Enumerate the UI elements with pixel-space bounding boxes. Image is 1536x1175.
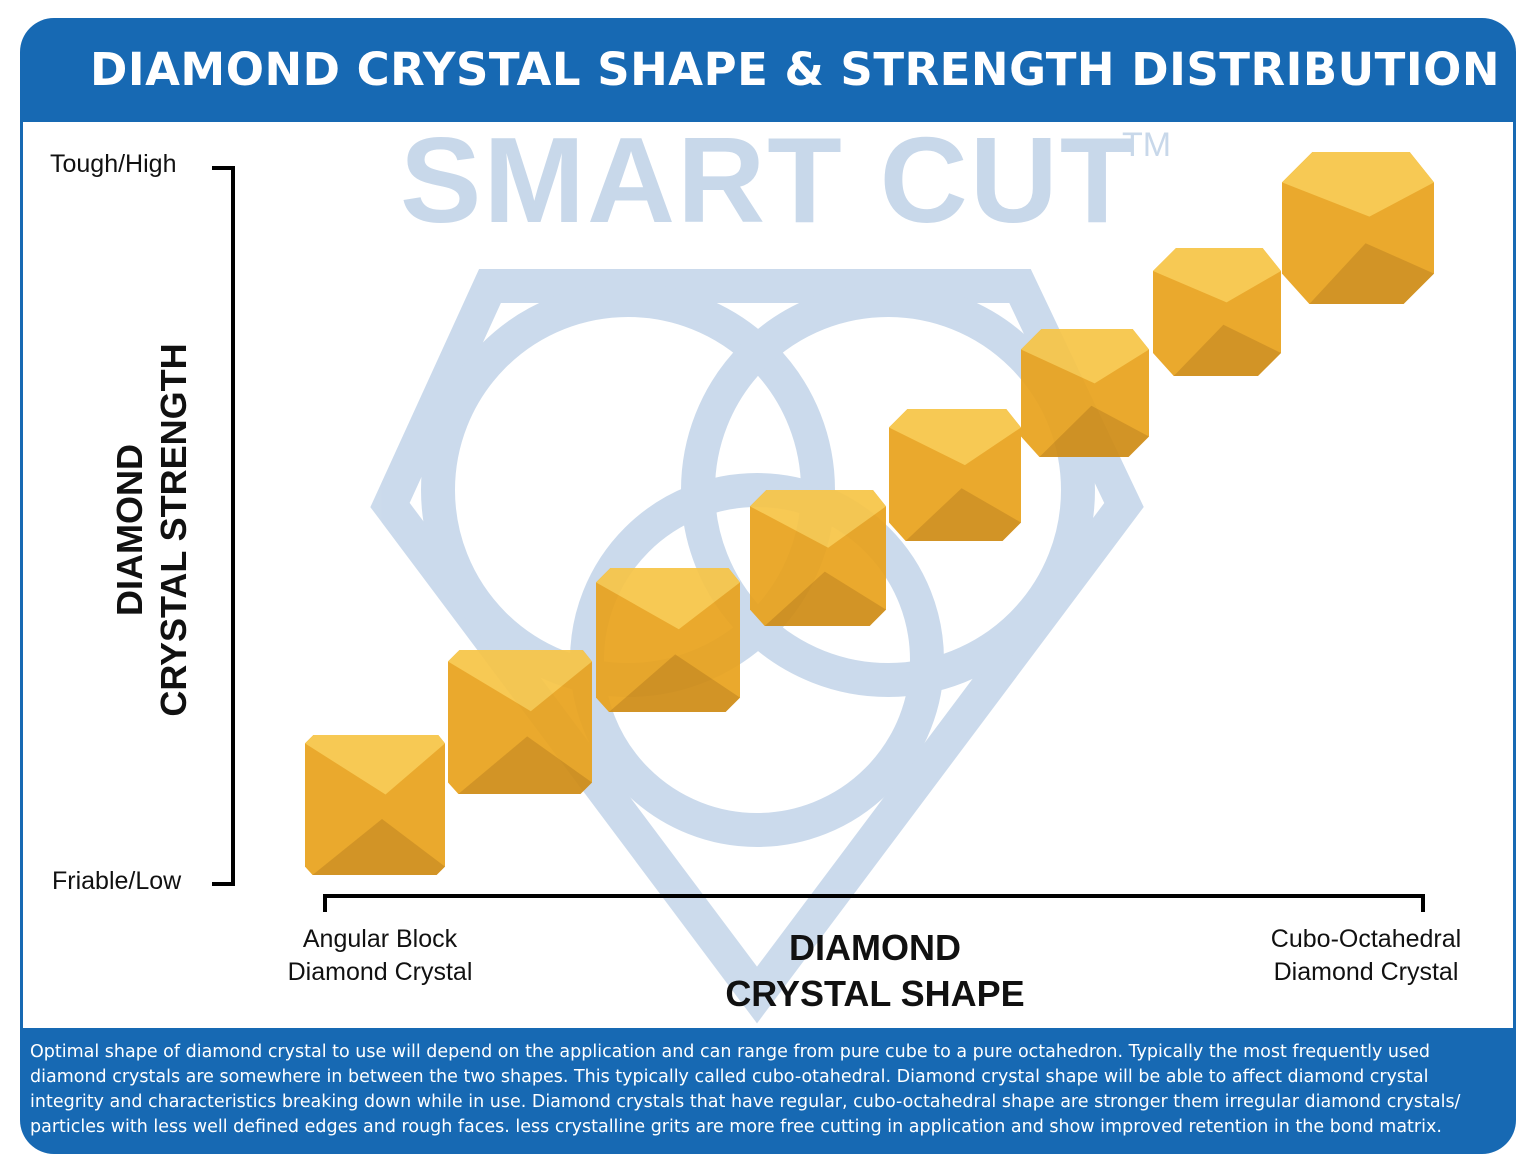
diamond-crystal xyxy=(750,490,886,626)
crystal-side-facet xyxy=(905,488,1021,541)
diamond-outline-shape xyxy=(370,269,1144,1024)
x-axis-right-label-line2: Diamond Crystal xyxy=(1273,958,1459,986)
diamond-crystal xyxy=(1282,152,1434,304)
watermark-text: SMART CUT xyxy=(400,112,1137,248)
crystal-side-facet xyxy=(764,571,886,626)
x-axis-title: DIAMOND CRYSTAL SHAPE xyxy=(725,925,1024,1017)
trademark-symbol: TM xyxy=(1122,126,1172,164)
x-axis-left-label-line2: Diamond Crystal xyxy=(287,958,473,986)
y-axis-bottom-label: Friable/Low xyxy=(52,867,182,895)
crystal-top-facet xyxy=(305,735,445,795)
diagram-frame: DIAMOND CRYSTAL SHAPE & STRENGTH DISTRIB… xyxy=(20,18,1516,1154)
crystal-side-facet xyxy=(1039,405,1149,457)
y-axis-line xyxy=(212,166,235,886)
crystal-top-facet xyxy=(889,409,1021,466)
crystal-side-facet xyxy=(458,736,592,794)
x-axis-line xyxy=(323,894,1425,912)
crystal-side-facet xyxy=(1173,324,1281,376)
diamond-crystal xyxy=(1153,248,1281,376)
x-axis-left-label-line1: Angular Block xyxy=(302,925,458,953)
x-axis-right-label: Cubo-Octahedral Diamond Crystal xyxy=(1271,923,1461,989)
diamond-crystal xyxy=(596,568,740,712)
crystal-top-facet xyxy=(1021,329,1149,384)
x-axis-left-label: Angular Block Diamond Crystal xyxy=(288,923,473,989)
crystal-top-facet xyxy=(1153,248,1281,303)
crystal-side-facet xyxy=(1309,243,1434,304)
crystal-top-facet xyxy=(1282,152,1434,217)
diamond-crystal xyxy=(889,409,1021,541)
diamond-crystal xyxy=(1021,329,1149,457)
y-axis-top-label: Tough/High xyxy=(50,150,177,178)
x-axis-title-line1: DIAMOND xyxy=(789,927,961,968)
diamond-crystal xyxy=(305,735,445,875)
crystal-top-facet xyxy=(750,490,886,548)
footer-description: Optimal shape of diamond crystal to use … xyxy=(30,1042,1461,1137)
crystal-top-facet xyxy=(448,650,592,712)
x-axis-title-line2: CRYSTAL SHAPE xyxy=(725,973,1025,1014)
crystal-side-facet xyxy=(312,819,445,875)
diamond-crystal xyxy=(448,650,592,794)
crystal-side-facet xyxy=(608,654,740,712)
x-axis-right-label-line1: Cubo-Octahedral xyxy=(1270,925,1462,953)
crystal-top-facet xyxy=(596,568,740,630)
page-title: DIAMOND CRYSTAL SHAPE & STRENGTH DISTRIB… xyxy=(90,43,1501,96)
